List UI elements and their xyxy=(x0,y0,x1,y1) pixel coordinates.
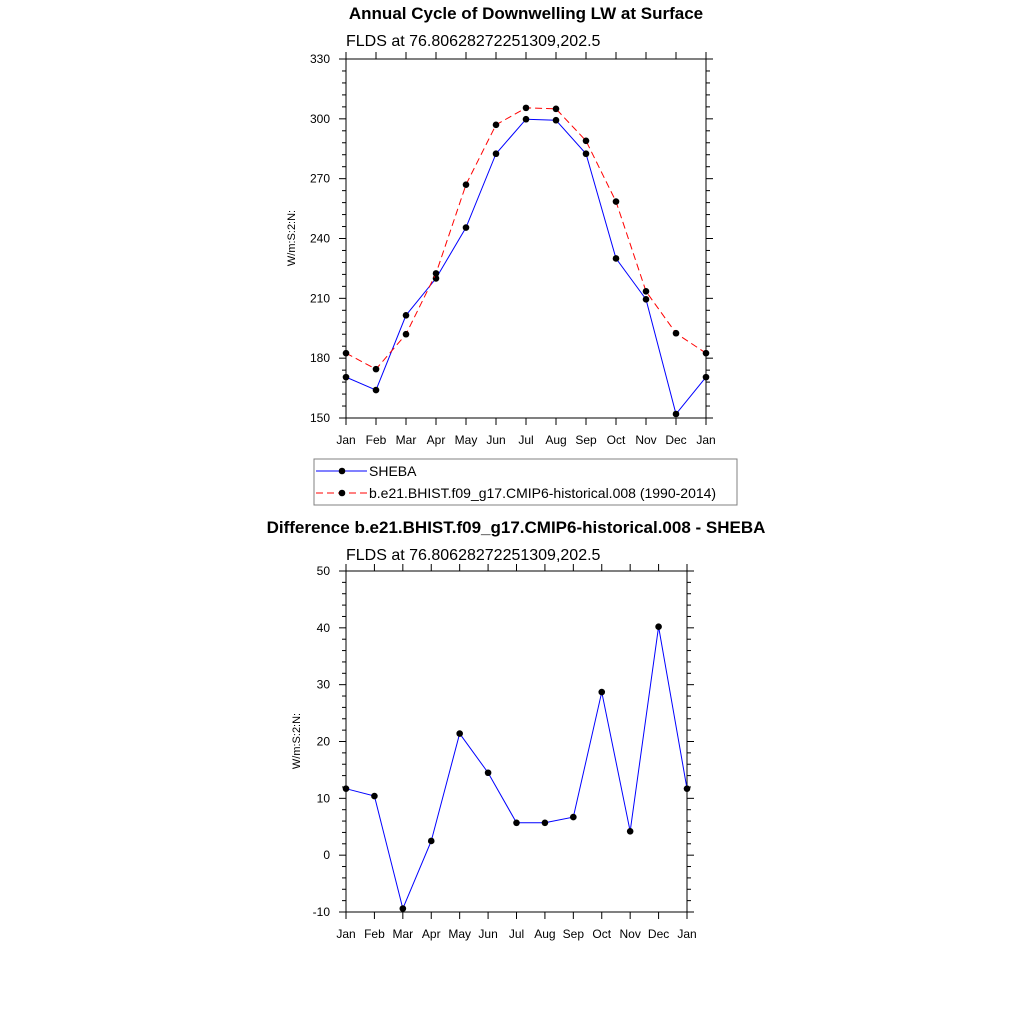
chart1-series-1-point xyxy=(642,288,650,295)
chart1-series-0-point xyxy=(342,373,350,381)
chart1-series-1-point xyxy=(522,104,530,112)
chart2-xtick-label: May xyxy=(448,927,471,941)
chart2-ytick-label: 40 xyxy=(317,621,331,635)
chart1-series-0-point xyxy=(612,255,620,262)
chart2-ytick-label: 50 xyxy=(317,564,331,578)
chart1-series-0-point xyxy=(522,115,530,123)
chart2-frame xyxy=(345,570,688,913)
chart2-ytick-label: 0 xyxy=(323,848,330,862)
chart1-ytick-label: 330 xyxy=(310,52,330,66)
chart2-series-0-point xyxy=(541,819,549,827)
chart2-xtick-label: Feb xyxy=(364,927,385,941)
chart2-series-0-point xyxy=(456,730,463,737)
chart2-series-0-point xyxy=(427,837,435,845)
chart2-series-0-point xyxy=(371,792,378,800)
chart2-xtick-label: Aug xyxy=(534,927,555,941)
chart1-series-0-point xyxy=(672,410,680,418)
chart2-xtick-label: Apr xyxy=(422,927,441,941)
chart2-xtick-label: Dec xyxy=(648,927,669,941)
chart2-series-0-point xyxy=(598,688,606,696)
chart1-legend: SHEBA b.e21.BHIST.f09_g17.CMIP6-historica… xyxy=(313,458,738,506)
chart2-series-0-point xyxy=(655,623,662,630)
chart2-xtick-label: Oct xyxy=(592,927,611,941)
chart2-series-0-point xyxy=(342,785,350,792)
chart1-series-0-point xyxy=(552,116,560,124)
chart2-ytick-label: 10 xyxy=(317,791,331,805)
chart1-xtick-label: Apr xyxy=(427,433,446,447)
chart1-ytick-label: 270 xyxy=(310,172,330,186)
chart1-series-1-point xyxy=(612,198,620,205)
chart1-xtick-label: May xyxy=(455,433,478,447)
chart1-xtick-label: Jul xyxy=(518,433,533,447)
chart1-xtick-label: Mar xyxy=(396,433,417,447)
chart1-series-0-point xyxy=(702,373,710,381)
chart1-ytick-label: 150 xyxy=(310,411,330,425)
chart1-series-1-point xyxy=(702,349,710,357)
chart1-series-1-point xyxy=(402,330,410,338)
legend-marker-0 xyxy=(338,467,346,475)
chart2-xtick-label: Mar xyxy=(392,927,413,941)
chart1-series-0-point xyxy=(372,386,380,394)
chart1-series-1-point xyxy=(552,105,560,113)
legend-label-0: SHEBA xyxy=(369,463,417,479)
chart1-series-1-point xyxy=(672,329,680,337)
chart2-ytick-label: 30 xyxy=(317,678,331,692)
chart2-subtitle: FLDS at 76.80628272251309,202.5 xyxy=(346,547,601,564)
chart1-xtick-label: Jan xyxy=(696,433,715,447)
chart1-xtick-label: Dec xyxy=(665,433,686,447)
chart1-frame xyxy=(345,58,707,419)
chart2-xtick-label: Jan xyxy=(336,927,355,941)
chart2-plot: -10 0 10 20 30 40 50 Jan Feb Mar Apr May Jun Jul Aug Se… xyxy=(313,564,697,941)
chart2-xtick-label: Jan xyxy=(677,927,696,941)
chart2-xtick-label: Jun xyxy=(478,927,497,941)
chart2-series-0-point xyxy=(513,819,520,827)
chart1-xtick-label: Jun xyxy=(486,433,505,447)
chart1-series-0-point xyxy=(402,311,410,319)
chart1-ytick-label: 240 xyxy=(310,232,330,246)
chart1-series-0-point xyxy=(582,150,590,158)
chart1-subtitle: FLDS at 76.80628272251309,202.5 xyxy=(346,33,601,50)
chart1-series-1-point xyxy=(462,181,470,188)
chart2-series-0-line xyxy=(345,626,688,911)
chart1-ytick-label: 210 xyxy=(310,291,330,305)
chart2-series-0-point xyxy=(484,769,492,777)
chart1-xtick-label: Nov xyxy=(635,433,656,447)
chart1-title: Annual Cycle of Downwelling LW at Surfac… xyxy=(349,4,703,23)
chart1-series-0-point xyxy=(462,224,470,231)
chart2-series-0-point xyxy=(399,905,407,912)
chart1-series-0-point xyxy=(492,150,500,158)
chart1-xtick-label: Oct xyxy=(607,433,626,447)
chart1-series-0-line xyxy=(345,118,707,416)
chart2-series-0-point xyxy=(683,785,691,792)
chart1-xtick-label: Jan xyxy=(336,433,355,447)
chart1-series-1-point xyxy=(582,137,590,145)
chart1-series-1-point xyxy=(372,365,380,373)
legend-label-1: b.e21.BHIST.f09_g17.CMIP6-historical.008… xyxy=(369,485,716,501)
chart1-xtick-label: Feb xyxy=(366,433,387,447)
chart1-xtick-label: Aug xyxy=(545,433,566,447)
chart1-xtick-label: Sep xyxy=(575,433,597,447)
chart1-plot: 150 180 210 240 270 300 330 Jan Feb Mar Apr May Jun J… xyxy=(310,52,716,447)
chart1-series-1-point xyxy=(342,349,350,357)
chart2-xtick-label: Jul xyxy=(509,927,524,941)
chart1-series-0-point xyxy=(642,296,650,303)
chart1-series-1-point xyxy=(432,270,440,277)
chart1-series-1-point xyxy=(492,121,500,129)
legend-marker-1 xyxy=(338,489,346,497)
chart1-ylabel: W/m:S:2:N: xyxy=(286,210,298,266)
chart1-ytick-label: 180 xyxy=(310,351,330,365)
chart2-ytick-label: -10 xyxy=(313,905,331,919)
chart2-series-0-point xyxy=(570,813,577,821)
chart2-ytick-label: 20 xyxy=(317,735,331,749)
chart2-xtick-label: Sep xyxy=(563,927,585,941)
chart2-xtick-label: Nov xyxy=(619,927,640,941)
chart1-ytick-label: 300 xyxy=(310,112,330,126)
chart2-title: Difference b.e21.BHIST.f09_g17.CMIP6-his… xyxy=(267,518,766,537)
chart2-series-0-point xyxy=(626,827,634,835)
legend-box xyxy=(313,458,738,506)
chart2-ylabel: W/m:S:2:N: xyxy=(291,713,303,769)
